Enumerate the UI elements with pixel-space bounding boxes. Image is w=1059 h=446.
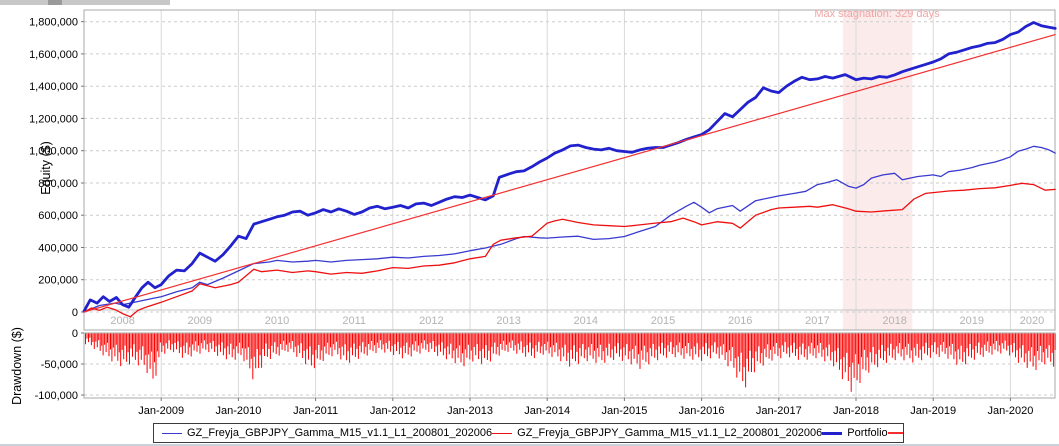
xtick-label: Jan-2011: [293, 405, 338, 417]
drawdown-bars: [85, 333, 1056, 392]
legend-line-swatch: [822, 431, 843, 435]
legend: GZ_Freyja_GBPJPY_Gamma_M15_v1.1_L1_20080…: [153, 423, 904, 443]
legend-item-label: GZ_Freyja_GBPJPY_Gamma_M15_v1.1_L1_20080…: [187, 427, 493, 439]
window-top-bar-handle: [48, 0, 62, 5]
legend-item[interactable]: Lines: [887, 427, 903, 439]
xtick-label: Jan-2019: [910, 405, 956, 417]
legend-item-label: GZ_Freyja_GBPJPY_Gamma_M15_v1.1_L2_20080…: [517, 427, 823, 439]
xtick-label: Jan-2013: [447, 405, 493, 417]
year-label: 2019: [960, 315, 984, 327]
xtick-label: Jan-2014: [524, 405, 570, 417]
equity-ytick-label: 200,000: [38, 275, 78, 287]
xtick-label: Jan-2009: [138, 405, 184, 417]
year-label: 2012: [419, 315, 443, 327]
equity-ytick-label: 800,000: [38, 178, 78, 190]
stagnation-band: [842, 10, 913, 330]
legend-line-swatch: [492, 432, 513, 434]
legend-item-label: Portfolio: [847, 427, 888, 439]
xtick-label: Jan-2016: [679, 405, 725, 417]
series-lines: [83, 33, 1056, 313]
year-label: 2018: [882, 315, 906, 327]
year-label: 2020: [1020, 315, 1044, 327]
year-label: 2016: [728, 315, 752, 327]
equity-ytick-label: 1,600,000: [29, 49, 78, 61]
year-label: 2015: [651, 315, 675, 327]
equity-ytick-label: 600,000: [38, 210, 78, 222]
legend-item[interactable]: GZ_Freyja_GBPJPY_Gamma_M15_v1.1_L1_20080…: [162, 427, 492, 439]
series-strategy-l2: [83, 182, 1056, 318]
equity-ytick-label: 1,000,000: [29, 146, 78, 158]
equity-ytick-label: 400,000: [38, 243, 78, 255]
equity-ytick-label: 1,800,000: [29, 17, 78, 29]
year-label: 2017: [805, 315, 829, 327]
equity-ytick-label: 0: [72, 307, 78, 319]
xtick-label: Jan-2012: [370, 405, 416, 417]
legend-item[interactable]: Portfolio: [822, 427, 888, 439]
max-stagnation-label: Max stagnation: 329 days: [814, 8, 940, 20]
year-label: 2010: [265, 315, 289, 327]
legend-line-swatch: [162, 432, 182, 434]
window-bottom-edge: [0, 444, 1059, 446]
year-label: 2013: [496, 315, 520, 327]
year-label: 2008: [110, 315, 134, 327]
window-top-bar-fragment: [0, 0, 170, 5]
legend-item[interactable]: GZ_Freyja_GBPJPY_Gamma_M15_v1.1_L2_20080…: [492, 427, 822, 439]
series-portfolio: [82, 21, 1057, 313]
xtick-label: Jan-2020: [987, 405, 1033, 417]
equity-plot-border: [83, 9, 1056, 331]
drawdown-plot-border: [83, 332, 1056, 399]
drawdown-ytick-label: -100,000: [35, 390, 78, 402]
xtick-label: Jan-2015: [601, 405, 647, 417]
drawdown-ytick-label: -50,000: [41, 359, 78, 371]
xtick-label: Jan-2018: [833, 405, 879, 417]
year-label: 2014: [574, 315, 598, 327]
drawdown-ytick-label: 0: [72, 328, 78, 340]
xtick-label: Jan-2017: [756, 405, 802, 417]
equity-ytick-label: 1,400,000: [29, 81, 78, 93]
year-label: 2011: [342, 315, 366, 327]
legend-line-swatch: [887, 432, 903, 434]
equity-ytick-label: 1,200,000: [29, 113, 78, 125]
year-label: 2009: [188, 315, 212, 327]
series-strategy-l1: [83, 145, 1056, 313]
xtick-label: Jan-2010: [215, 405, 261, 417]
